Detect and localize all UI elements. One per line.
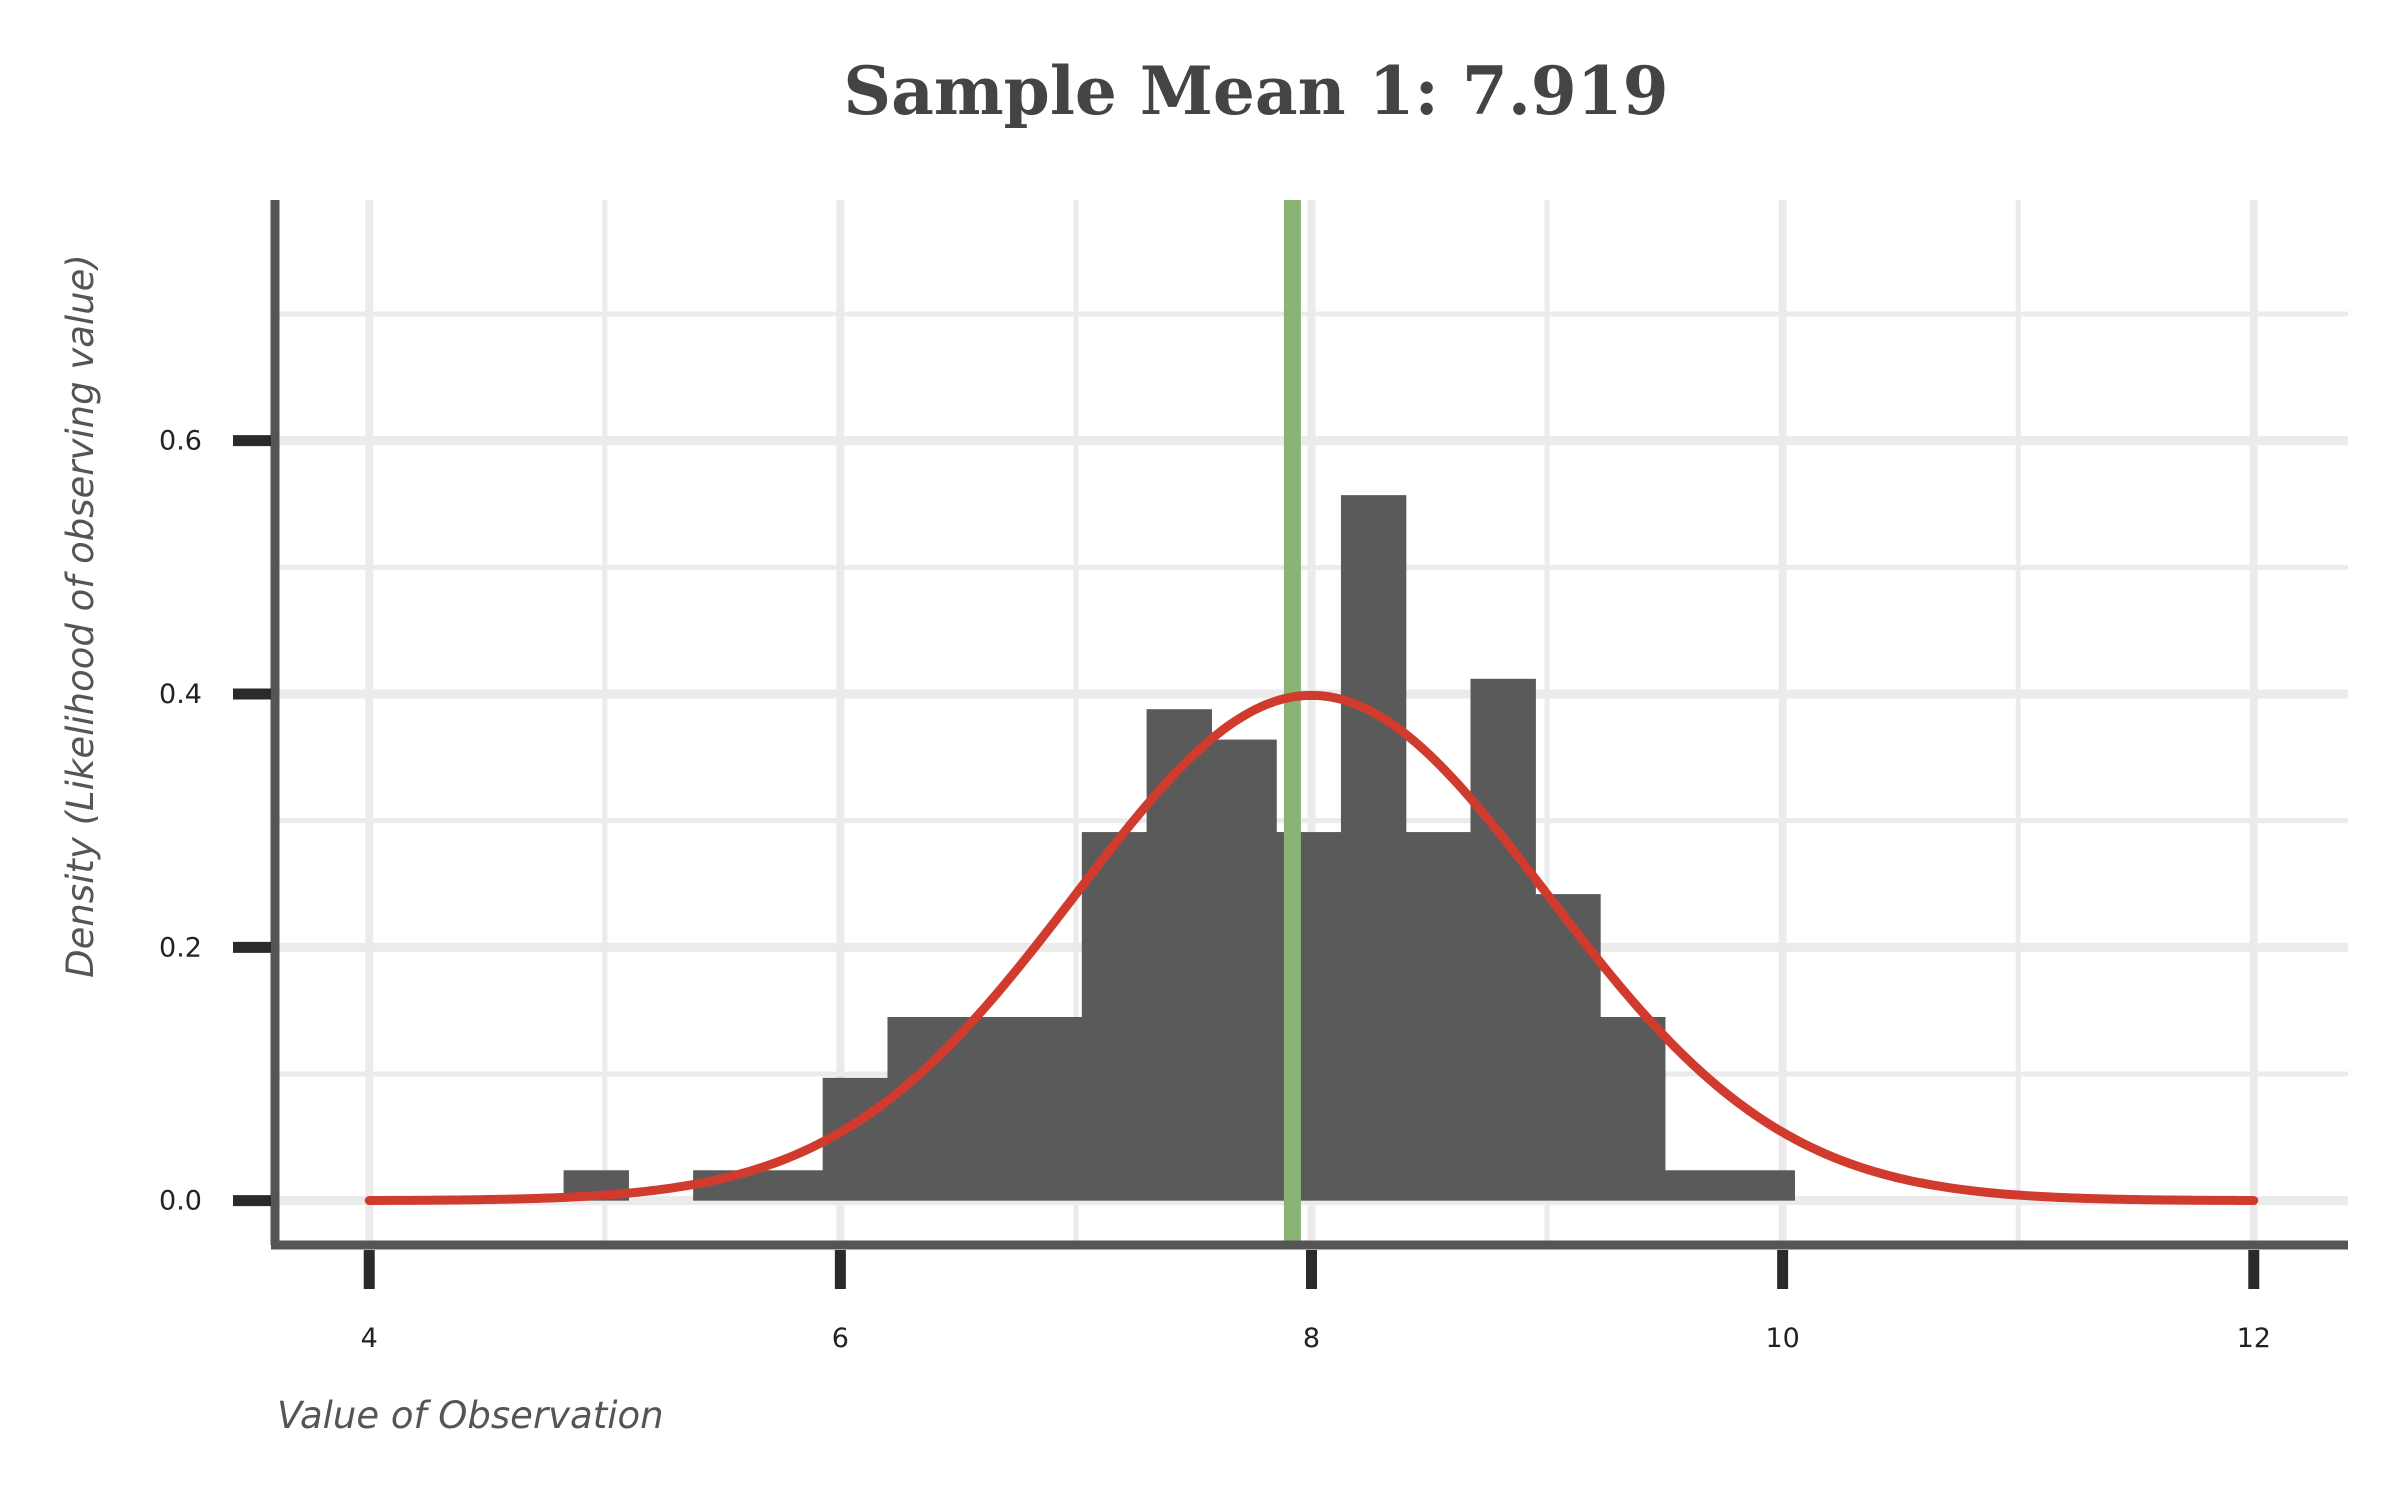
histogram-bar — [887, 1017, 953, 1201]
density-curve — [364, 690, 2259, 1205]
x-tick-label: 10 — [1765, 1323, 1799, 1354]
x-tick-label: 12 — [2237, 1323, 2271, 1354]
histogram-bar — [1535, 894, 1601, 1201]
x-tick-label: 8 — [1303, 1323, 1320, 1354]
histogram-bar — [1081, 832, 1148, 1201]
histogram-bar — [952, 1017, 1018, 1201]
histogram-bar — [1664, 1170, 1731, 1201]
density-curve-layer — [364, 690, 2259, 1205]
chart-title: Sample Mean 1: 7.919 — [843, 52, 1668, 130]
histogram-bar — [1405, 832, 1472, 1201]
histogram-bar — [1146, 709, 1212, 1201]
x-axis-label: Value of Observation — [277, 1394, 664, 1437]
y-tick-label: 0.6 — [159, 426, 202, 457]
histogram-bars — [563, 495, 1796, 1201]
histogram-bar — [1729, 1170, 1796, 1201]
histogram-bar — [1017, 1017, 1083, 1201]
y-tick-label: 0.0 — [159, 1186, 202, 1217]
histogram-bar — [1600, 1017, 1666, 1201]
histogram-bar — [1211, 739, 1277, 1201]
x-tick-label: 6 — [832, 1323, 849, 1354]
ticks: 4 6 8 10 12 0.0 0.2 0.4 0.6 — [159, 426, 2271, 1354]
y-tick-label: 0.4 — [159, 679, 202, 710]
x-tick-label: 4 — [361, 1323, 378, 1354]
axes — [270, 200, 2348, 1250]
histogram-bar — [1470, 678, 1536, 1201]
y-axis-label: Density (Likelihood of observing value) — [59, 254, 102, 978]
histogram-bar — [1340, 495, 1407, 1201]
histogram-bar — [757, 1170, 824, 1201]
y-tick-label: 0.2 — [159, 932, 202, 963]
